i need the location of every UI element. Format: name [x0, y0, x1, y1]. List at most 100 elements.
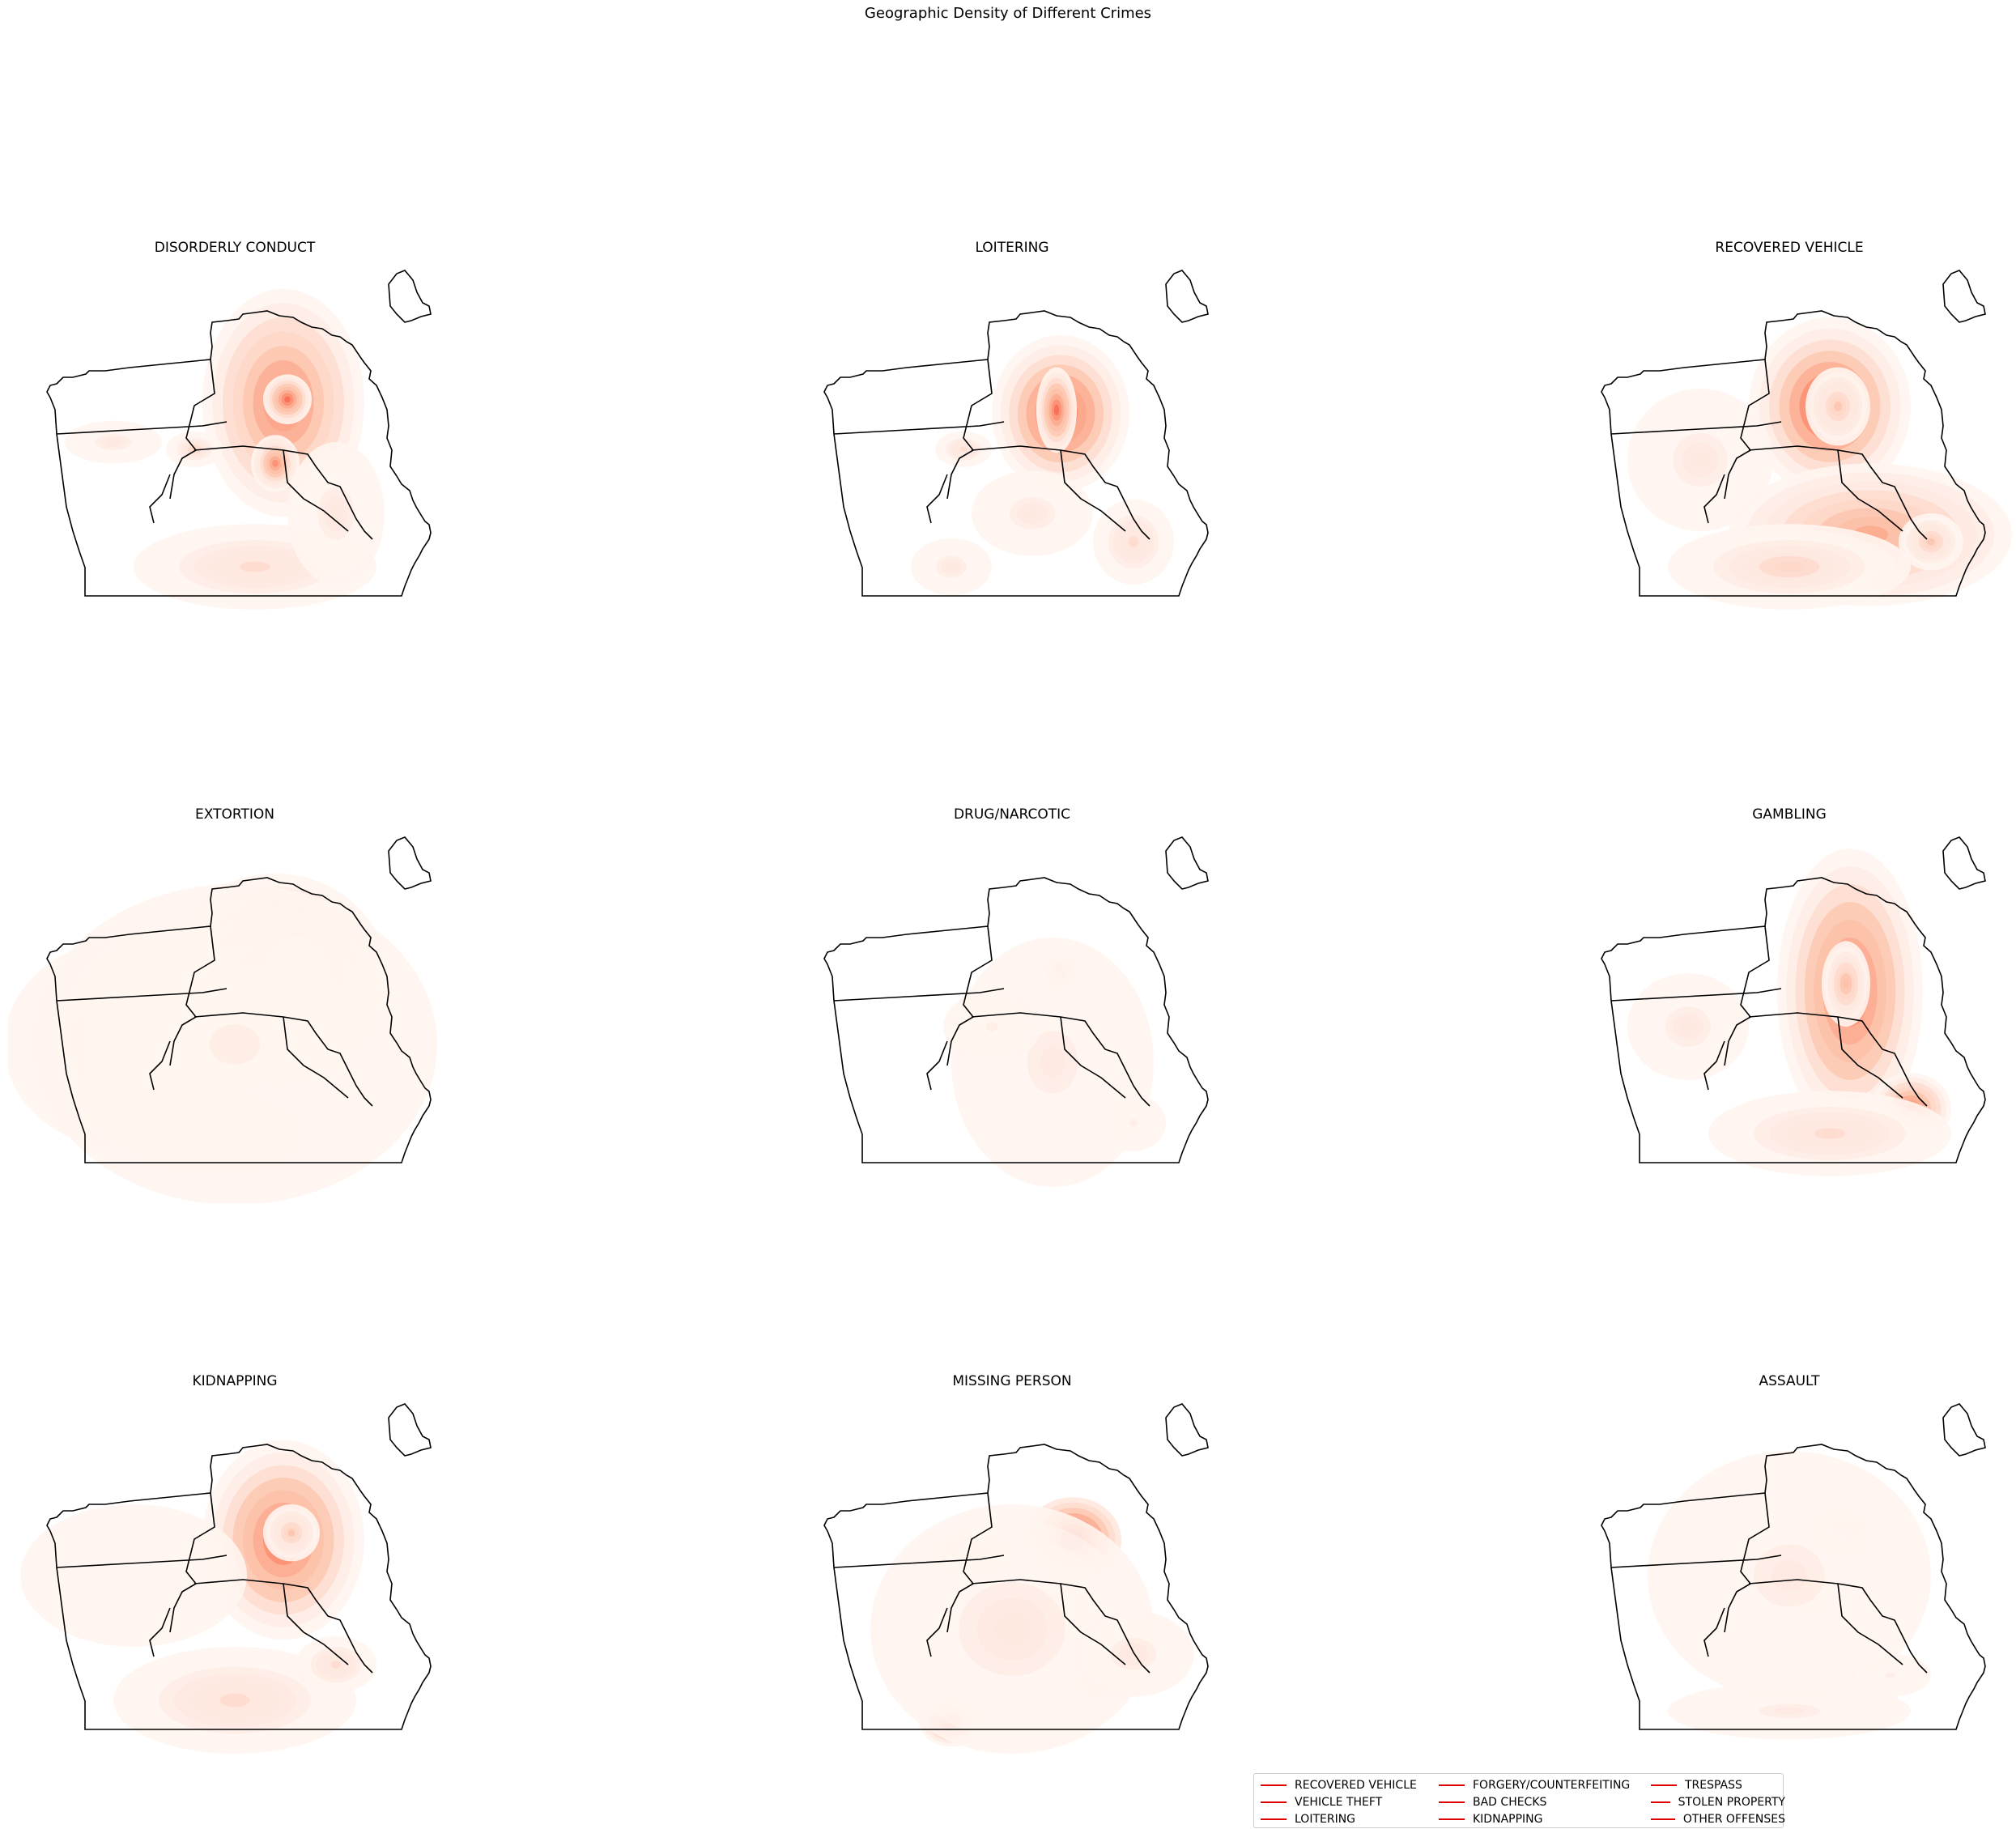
density-layer — [1648, 1451, 1931, 1740]
boundary-line — [1610, 1555, 1782, 1568]
boundary-line — [1942, 1403, 1986, 1457]
map-panel: LOITERING — [785, 240, 1239, 661]
boundary-line — [926, 474, 948, 524]
density-layer — [8, 873, 437, 1203]
density-contour — [1128, 536, 1139, 547]
city-boundaries — [823, 1403, 1209, 1730]
boundary-line — [149, 1040, 171, 1091]
legend-line-icon — [1439, 1801, 1465, 1803]
boundary-line — [971, 445, 1150, 540]
panel-title: RECOVERED VEHICLE — [1715, 240, 1864, 256]
boundary-line — [283, 449, 349, 532]
density-contour — [1125, 1648, 1142, 1660]
legend-label: STOLEN PROPERTY — [1678, 1795, 1785, 1809]
density-contour — [985, 1022, 998, 1031]
density-contour — [284, 396, 291, 403]
boundary-line — [833, 421, 1005, 435]
boundary-line — [1060, 449, 1126, 532]
legend-item: VEHICLE THEFT — [1257, 1793, 1435, 1810]
boundary-line — [46, 877, 432, 1163]
boundary-line — [946, 359, 993, 500]
boundary-line — [1060, 1583, 1126, 1665]
legend-line-icon — [1439, 1818, 1465, 1820]
density-contour — [994, 1613, 1030, 1645]
panel-title: KIDNAPPING — [192, 1373, 278, 1389]
boundary-line — [926, 1040, 948, 1091]
panel-title: GAMBLING — [1752, 806, 1827, 823]
boundary-line — [194, 1579, 373, 1674]
panel-title: DRUG/NARCOTIC — [953, 806, 1071, 823]
boundary-line — [169, 359, 215, 500]
density-contour — [1927, 538, 1935, 546]
density-map — [823, 270, 1209, 597]
boundary-line — [388, 270, 432, 323]
boundary-line — [388, 1403, 432, 1457]
legend-line-icon — [1261, 1784, 1287, 1786]
density-layer — [911, 335, 1174, 596]
density-contour — [107, 439, 120, 445]
density-map — [8, 836, 437, 1203]
boundary-line — [823, 310, 1209, 597]
density-map — [823, 836, 1209, 1187]
boundary-line — [946, 925, 993, 1066]
boundary-line — [1837, 449, 1903, 532]
boundary-line — [149, 474, 171, 524]
density-map — [20, 1403, 432, 1754]
density-contour — [1691, 451, 1710, 469]
legend-item: STOLEN PROPERTY — [1648, 1793, 1785, 1810]
boundary-line — [1165, 1403, 1209, 1457]
density-contour — [1774, 561, 1805, 572]
panel-title: MISSING PERSON — [952, 1373, 1072, 1389]
legend-item: RECOVERED VEHICLE — [1257, 1776, 1435, 1793]
boundary-line — [56, 1555, 228, 1568]
density-contour — [1053, 404, 1060, 415]
boundary-line — [823, 1444, 1209, 1730]
map-panel: DISORDERLY CONDUCT — [8, 240, 461, 661]
boundary-line — [1724, 925, 1770, 1066]
boundary-line — [46, 310, 432, 597]
legend-item: LOITERING — [1257, 1810, 1435, 1827]
density-layer — [1627, 317, 2012, 610]
boundary-line — [283, 1016, 349, 1099]
city-boundaries — [1601, 270, 1986, 597]
panel-title: EXTORTION — [195, 806, 274, 823]
density-contour — [1885, 1672, 1896, 1678]
legend-line-icon — [1651, 1801, 1670, 1803]
legend-label: OTHER OFFENSES — [1682, 1812, 1785, 1826]
boundary-line — [194, 1012, 373, 1107]
boundary-line — [388, 836, 432, 890]
boundary-line — [1837, 1016, 1903, 1099]
legend-label: LOITERING — [1295, 1812, 1356, 1826]
boundary-line — [1703, 1607, 1725, 1657]
map-panel: EXTORTION — [8, 806, 461, 1227]
density-layer — [65, 288, 385, 610]
boundary-line — [1610, 421, 1782, 435]
boundary-line — [1942, 270, 1986, 323]
legend-line-icon — [1439, 1784, 1465, 1786]
boundary-line — [1610, 988, 1782, 1002]
density-contour — [240, 561, 270, 572]
boundary-line — [56, 988, 228, 1002]
boundary-line — [946, 1492, 993, 1633]
density-map — [46, 270, 432, 610]
legend-line-icon — [1261, 1801, 1287, 1803]
boundary-line — [169, 1492, 215, 1633]
density-contour — [1834, 401, 1842, 412]
panel-title: LOITERING — [975, 240, 1049, 256]
boundary-line — [149, 1607, 171, 1657]
density-contour — [946, 563, 957, 571]
legend: RECOVERED VEHICLE VEHICLE THEFT LOITERING F… — [1253, 1773, 1785, 1828]
density-map — [1601, 270, 2012, 610]
city-boundaries — [46, 270, 432, 597]
legend-line-icon — [1261, 1818, 1287, 1820]
boundary-line — [971, 1579, 1150, 1674]
boundary-line — [1060, 1016, 1126, 1099]
boundary-line — [823, 877, 1209, 1163]
legend-line-icon — [1651, 1784, 1677, 1786]
map-panel: DRUG/NARCOTIC — [785, 806, 1239, 1227]
density-contour — [330, 504, 342, 522]
density-contour — [1129, 1119, 1138, 1127]
density-contour — [219, 1693, 250, 1708]
density-map — [823, 1403, 1209, 1754]
density-contour — [1771, 1559, 1807, 1592]
